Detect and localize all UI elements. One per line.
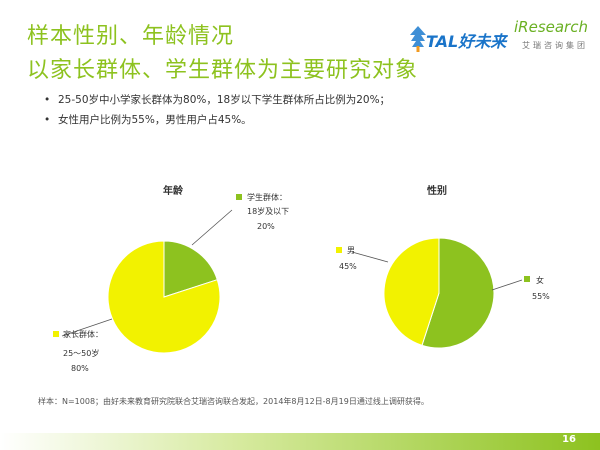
footnote: 样本：N=1008；由好未来教育研究院联合艾瑞咨询联合发起，2014年8月12日… (38, 397, 429, 406)
iresearch-logo-subtext: 艾瑞咨询集团 (522, 41, 588, 50)
age-legend-swatch-student (236, 194, 242, 200)
age-leader-line-parent (61, 318, 113, 337)
footer-band (0, 433, 600, 450)
gender-legend-swatch-female (524, 276, 530, 282)
age-chart-title: 年龄 (163, 184, 184, 197)
gender-label-male-value: 45% (339, 262, 357, 271)
bullet-item: 女性用户比例为55%，男性用户占45%。 (44, 110, 390, 130)
bullet-item: 25-50岁中小学家长群体为80%，18岁以下学生群体所占比例为20%； (44, 90, 390, 110)
age-label-student-line1: 学生群体： (247, 192, 287, 202)
page-subtitle: 以家长群体、学生群体为主要研究对象 (27, 58, 419, 83)
gender-label-male: 男 (347, 246, 355, 255)
gender-label-female: 女 (536, 275, 544, 285)
iresearch-logo: iResearch 艾瑞咨询集团 (514, 18, 594, 58)
age-label-parent-value: 80% (71, 364, 89, 373)
gender-slice-male (383, 237, 440, 346)
page-title: 样本性别、年龄情况 (27, 24, 235, 49)
age-legend-swatch-parent (53, 331, 59, 337)
age-leader-line-student (191, 209, 233, 246)
iresearch-logo-text: iResearch (514, 18, 588, 36)
tal-tree-icon (410, 26, 426, 52)
tal-logo-text: TAL好未来 (426, 32, 507, 51)
gender-legend-swatch-male (336, 247, 342, 253)
tal-logo: TAL好未来 (410, 24, 506, 54)
age-label-student-line2: 18岁及以下 (247, 206, 289, 216)
gender-leader-line-female (491, 279, 523, 291)
gender-leader-line-male (351, 251, 389, 263)
age-label-parent-line2: 25～50岁 (63, 348, 99, 358)
age-label-student-value: 20% (257, 222, 275, 231)
gender-label-female-value: 55% (532, 292, 550, 301)
page-number: 16 (562, 434, 576, 445)
summary-bullets: 25-50岁中小学家长群体为80%，18岁以下学生群体所占比例为20%； 女性用… (44, 90, 390, 130)
gender-slice-female (421, 237, 495, 349)
age-label-parent-line1: 家长群体： (63, 329, 103, 339)
gender-chart-title: 性别 (426, 184, 447, 197)
age-slice-parent (107, 240, 221, 354)
age-slice-student (163, 240, 218, 298)
